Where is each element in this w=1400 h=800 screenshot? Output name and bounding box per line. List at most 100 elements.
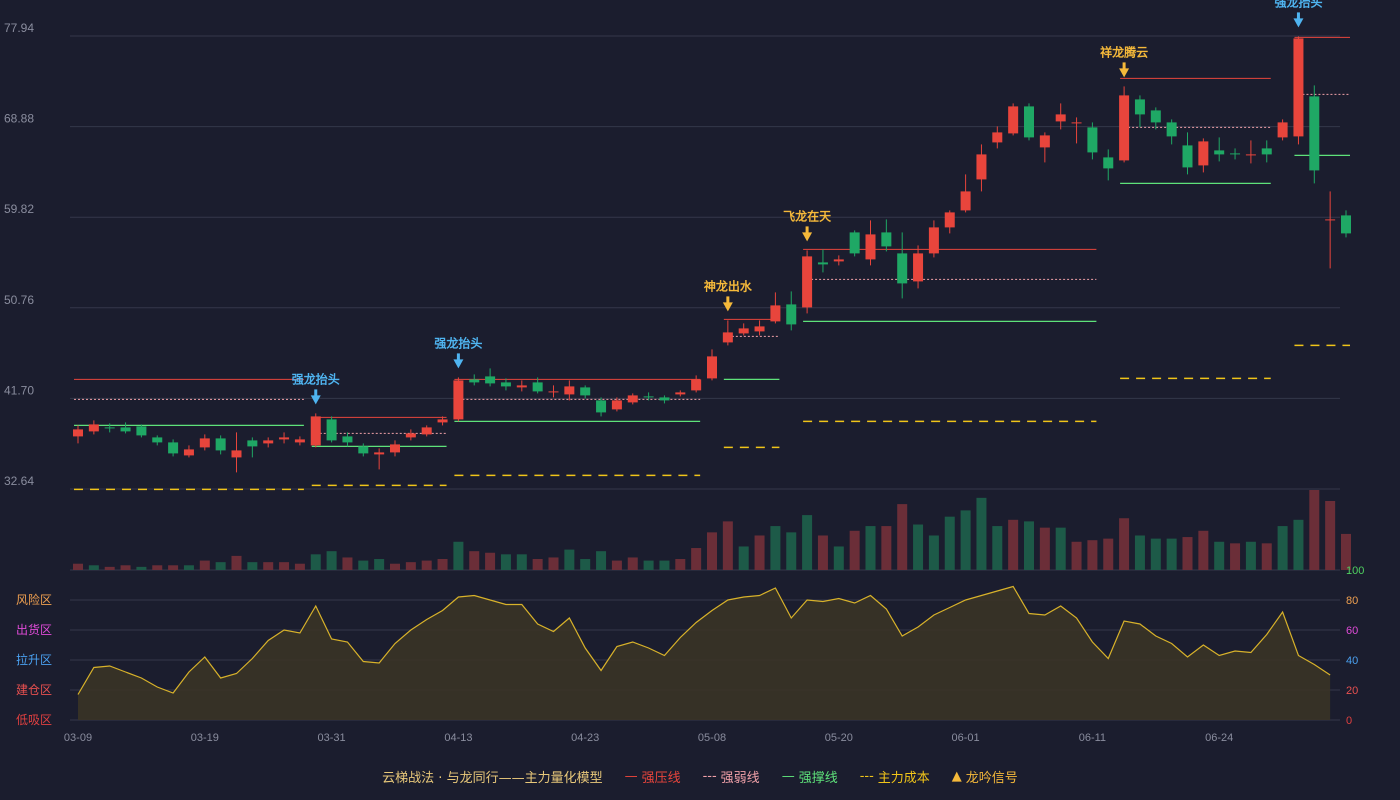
candle-body — [1150, 110, 1161, 123]
volume-bar — [897, 504, 908, 570]
candle-body — [1039, 135, 1050, 148]
volume-bar — [263, 562, 274, 570]
candle-body — [342, 436, 353, 443]
signal-arrow-icon — [310, 395, 321, 405]
volume-bar — [770, 526, 781, 570]
volume-bar — [390, 563, 400, 570]
volume-bar — [342, 557, 353, 570]
price-tick-label: 77.94 — [4, 21, 34, 35]
volume-bar — [1103, 538, 1114, 570]
legend-support-label: 强撑线 — [798, 770, 838, 786]
candle-body — [849, 232, 860, 254]
volume-bar — [1134, 535, 1145, 570]
candle-body — [199, 438, 210, 448]
volume-bar — [469, 551, 480, 570]
volume-bar — [1293, 519, 1304, 570]
zone-label: 低吸区 — [16, 713, 52, 727]
candle-body — [659, 397, 670, 401]
candle-body — [1008, 106, 1019, 134]
candle-body — [326, 419, 337, 441]
candle-body — [1261, 148, 1272, 155]
volume-bar — [992, 526, 1003, 570]
volume-bar — [1198, 530, 1209, 570]
candle-body — [500, 382, 511, 387]
candle-body — [73, 429, 83, 437]
signal-arrow-shaft — [805, 226, 809, 234]
volume-bar — [73, 563, 83, 570]
signal-arrow-icon — [453, 359, 464, 369]
volume-bar — [627, 557, 638, 570]
volume-bar — [199, 560, 210, 570]
legend-weak-label: 强弱线 — [720, 770, 760, 786]
candle-body — [627, 395, 638, 403]
volume-bar — [944, 516, 955, 570]
candle-body — [802, 256, 813, 308]
legend-pressure-icon: — — [624, 768, 638, 784]
legend-support-icon: — — [781, 768, 795, 784]
candle-body — [865, 234, 876, 260]
volume-bar — [659, 560, 670, 570]
volume-bar — [326, 551, 337, 570]
candle-body — [532, 382, 543, 392]
signal-label: 强龙抬头 — [434, 335, 482, 350]
volume-bar — [310, 554, 321, 570]
candle-body — [722, 332, 733, 343]
candle-body — [231, 450, 242, 458]
candle-body — [247, 440, 258, 447]
level-lines — [74, 36, 1350, 491]
signal-label: 神龙出水 — [704, 278, 753, 293]
date-tick-label: 04-13 — [444, 732, 472, 744]
candle-body — [1134, 99, 1145, 115]
volume-bar — [183, 565, 194, 570]
candle-body — [564, 386, 575, 395]
volume-bar — [675, 559, 686, 570]
volume-bar — [1071, 541, 1082, 570]
volume-bar — [421, 560, 432, 570]
volume-bar — [1230, 543, 1241, 570]
candle-body — [675, 392, 686, 395]
candle-body — [1198, 141, 1209, 166]
legend-item-pressure: — 强压线 — [625, 767, 681, 786]
volume-bar — [707, 532, 717, 570]
volume-bar — [1261, 543, 1272, 570]
candle-body — [421, 427, 432, 435]
candle-body — [152, 437, 163, 443]
date-tick-label: 04-23 — [571, 732, 599, 744]
signal-arrow-icon — [1293, 18, 1304, 28]
legend-item-signal: ▲ 龙吟信号 — [952, 767, 1018, 786]
legend-signal-icon: ▲ — [951, 768, 962, 784]
osc-tick-label: 40 — [1346, 655, 1358, 667]
volume-bar — [1055, 527, 1066, 570]
legend-cost-label: 主力成本 — [877, 770, 930, 786]
oscillator-line — [77, 585, 1331, 695]
volume-bar — [136, 566, 147, 570]
price-tick-label: 41.70 — [4, 383, 34, 397]
signal-arrow-icon — [722, 302, 733, 312]
candle-body — [390, 444, 400, 453]
candle-body — [897, 253, 908, 284]
candle-body — [596, 400, 607, 413]
volume-bar — [1341, 533, 1351, 570]
osc-tick-label: 0 — [1346, 715, 1352, 727]
candle-body — [215, 438, 226, 451]
volume-bar — [453, 541, 464, 570]
volume-bar — [405, 562, 416, 570]
zone-label: 拉升区 — [16, 652, 52, 667]
price-tick-label: 32.64 — [4, 474, 34, 488]
candle-body — [1166, 122, 1177, 137]
volume-bar — [437, 559, 448, 570]
oscillator-panel — [77, 585, 1331, 720]
volume-bar — [1166, 538, 1177, 570]
signal-arrow-shaft — [314, 389, 318, 397]
volume-bar — [960, 510, 971, 570]
candle-body — [1087, 127, 1098, 153]
candle-body — [913, 253, 924, 282]
volume-bar — [1024, 521, 1034, 570]
legend-item-support: — 强撑线 — [782, 767, 838, 786]
osc-tick-label: 100 — [1346, 565, 1364, 577]
candle-body — [1293, 38, 1304, 137]
candle-body — [453, 380, 464, 420]
legend-weak-icon: --- — [702, 768, 717, 784]
osc-tick-label: 60 — [1346, 625, 1358, 637]
